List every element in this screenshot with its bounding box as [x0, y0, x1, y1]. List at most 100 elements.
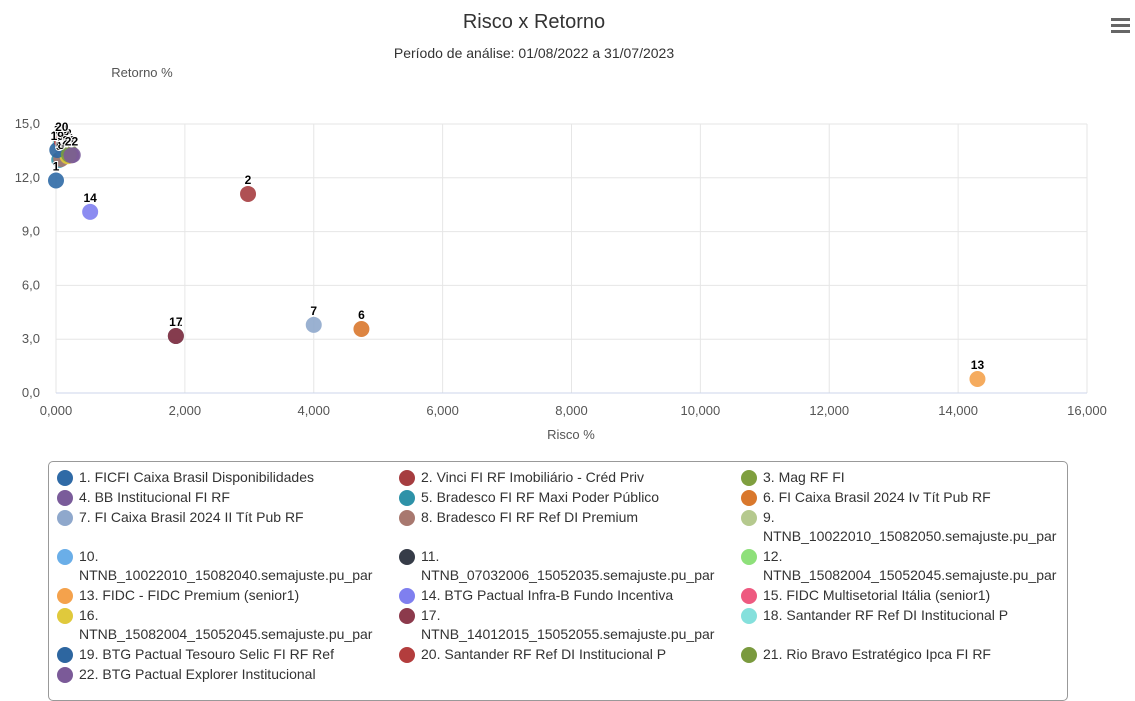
data-label: 2 — [245, 173, 252, 187]
legend-label: 19. BTG Pactual Tesouro Selic FI RF Ref — [79, 646, 334, 662]
x-tick-label: 14,000 — [938, 403, 978, 418]
legend-symbol — [741, 647, 757, 663]
y-tick-label: 9,0 — [22, 224, 40, 239]
legend-item[interactable]: 7. FI Caixa Brasil 2024 II Tít Pub RF — [57, 508, 399, 546]
legend-item[interactable]: 21. Rio Bravo Estratégico Ipca FI RF — [741, 645, 1071, 664]
chart: Risco x Retorno Período de análise: 01/0… — [15, 11, 1132, 442]
legend-item[interactable]: 12. NTNB_15082004_15052045.semajuste.pu_… — [741, 547, 1071, 585]
data-label: 4 — [69, 134, 76, 148]
legend-label: 20. Santander RF Ref DI Institucional P — [421, 646, 667, 662]
point — [53, 133, 70, 150]
legend-item[interactable]: 8. Bradesco FI RF Ref DI Premium — [399, 508, 741, 546]
y-tick-label: 6,0 — [22, 277, 40, 292]
data-label: 13 — [971, 358, 985, 372]
legend-item[interactable]: 10. NTNB_10022010_15082040.semajuste.pu_… — [57, 547, 399, 585]
legend-label: 13. FIDC - FIDC Premium (senior1) — [79, 587, 300, 603]
legend-symbol — [399, 588, 415, 604]
point — [969, 371, 986, 388]
data-label: 12 — [58, 126, 72, 140]
legend-item[interactable]: 22. BTG Pactual Explorer Institucional — [57, 665, 399, 684]
legend-item[interactable]: 15. FIDC Multisetorial Itália (senior1) — [741, 586, 1071, 605]
legend-item[interactable]: 14. BTG Pactual Infra-B Fundo Incentiva — [399, 586, 741, 605]
point — [82, 203, 99, 220]
data-label: 14 — [83, 191, 97, 205]
point — [353, 320, 370, 337]
legend-label: 3. Mag RF FI — [763, 469, 845, 485]
legend-item[interactable]: 11. NTNB_07032006_15052035.semajuste.pu_… — [399, 547, 741, 585]
legend-label: 16. NTNB_15082004_15052045.semajuste.pu_… — [79, 607, 373, 642]
x-axis-title: Risco % — [547, 427, 595, 442]
legend-symbol — [399, 647, 415, 663]
legend-symbol — [57, 667, 73, 683]
legend-item[interactable]: 17. NTNB_14012015_15052055.semajuste.pu_… — [399, 606, 741, 644]
data-label: 18 — [54, 123, 68, 137]
x-tick-label: 10,000 — [680, 403, 720, 418]
legend-symbol — [741, 588, 757, 604]
point — [167, 327, 184, 344]
chart-title: Risco x Retorno — [463, 11, 605, 33]
legend-label: 11. NTNB_07032006_15052035.semajuste.pu_… — [421, 548, 715, 583]
legend-symbol — [741, 510, 757, 526]
legend-label: 14. BTG Pactual Infra-B Fundo Incentiva — [421, 587, 674, 603]
x-tick-label: 12,000 — [809, 403, 849, 418]
menu-bar — [1111, 30, 1130, 33]
legend-item[interactable]: 18. Santander RF Ref DI Institucional P — [741, 606, 1071, 644]
legend-symbol — [57, 470, 73, 486]
x-tick-label: 0,000 — [40, 403, 73, 418]
data-label: 17 — [169, 315, 183, 329]
legend-symbol — [741, 470, 757, 486]
legend-label: 10. NTNB_10022010_15082040.semajuste.pu_… — [79, 548, 373, 583]
legend-item[interactable]: 4. BB Institucional FI RF — [57, 488, 399, 507]
data-label: 1 — [53, 159, 60, 173]
legend-label: 5. Bradesco FI RF Maxi Poder Público — [421, 489, 660, 505]
legend-symbol — [57, 608, 73, 624]
legend-symbol — [399, 549, 415, 565]
data-label: 6 — [358, 308, 365, 322]
legend-label: 2. Vinci FI RF Imobiliário - Créd Priv — [421, 469, 645, 485]
legend-item[interactable]: 1. FICFI Caixa Brasil Disponibilidades — [57, 468, 399, 487]
legend-item[interactable]: 9. NTNB_10022010_15082050.semajuste.pu_p… — [741, 508, 1071, 546]
menu-bar — [1111, 18, 1130, 21]
legend-item[interactable]: 13. FIDC - FIDC Premium (senior1) — [57, 586, 399, 605]
data-label: 8 — [58, 138, 65, 152]
x-tick-label: 4,000 — [297, 403, 330, 418]
legend-label: 8. Bradesco FI RF Ref DI Premium — [421, 509, 639, 525]
data-label: 19 — [51, 129, 65, 143]
legend-symbol — [57, 510, 73, 526]
point — [240, 185, 257, 202]
data-label: 10 — [57, 130, 71, 144]
legend-label: 4. BB Institucional FI RF — [79, 489, 230, 505]
legend-label: 17. NTNB_14012015_15052055.semajuste.pu_… — [421, 607, 715, 642]
legend-symbol — [741, 608, 757, 624]
menu-button[interactable] — [1108, 14, 1132, 36]
data-label: 16 — [61, 135, 75, 149]
data-label: 5 — [56, 139, 63, 153]
point — [305, 316, 322, 333]
legend-symbol — [741, 549, 757, 565]
y-tick-label: 0,0 — [22, 385, 40, 400]
legend-symbol — [57, 549, 73, 565]
y-tick-label: 3,0 — [22, 331, 40, 346]
legend-symbol — [399, 470, 415, 486]
legend-item[interactable]: 20. Santander RF Ref DI Institucional P — [399, 645, 741, 664]
x-tick-label: 16,000 — [1067, 403, 1107, 418]
legend-symbol — [57, 490, 73, 506]
legend-item[interactable]: 3. Mag RF FI — [741, 468, 1071, 487]
point — [63, 147, 80, 164]
x-tick-label: 8,000 — [555, 403, 588, 418]
data-label: 15 — [56, 125, 70, 139]
legend-item[interactable]: 2. Vinci FI RF Imobiliário - Créd Priv — [399, 468, 741, 487]
legend-item[interactable]: 5. Bradesco FI RF Maxi Poder Público — [399, 488, 741, 507]
legend-symbol — [399, 608, 415, 624]
chart-subtitle: Período de análise: 01/08/2022 a 31/07/2… — [394, 45, 674, 61]
data-label: 11 — [170, 315, 183, 329]
y-tick-label: 12,0 — [15, 170, 40, 185]
menu-bar — [1111, 24, 1130, 27]
legend-symbol — [57, 588, 73, 604]
legend-item[interactable]: 6. FI Caixa Brasil 2024 Iv Tít Pub RF — [741, 488, 1071, 507]
legend-item[interactable]: 19. BTG Pactual Tesouro Selic FI RF Ref — [57, 645, 399, 664]
legend-symbol — [399, 490, 415, 506]
legend-item[interactable]: 16. NTNB_15082004_15052045.semajuste.pu_… — [57, 606, 399, 644]
legend-label: 9. NTNB_10022010_15082050.semajuste.pu_p… — [763, 509, 1057, 544]
y-axis-title: Retorno % — [111, 65, 173, 80]
